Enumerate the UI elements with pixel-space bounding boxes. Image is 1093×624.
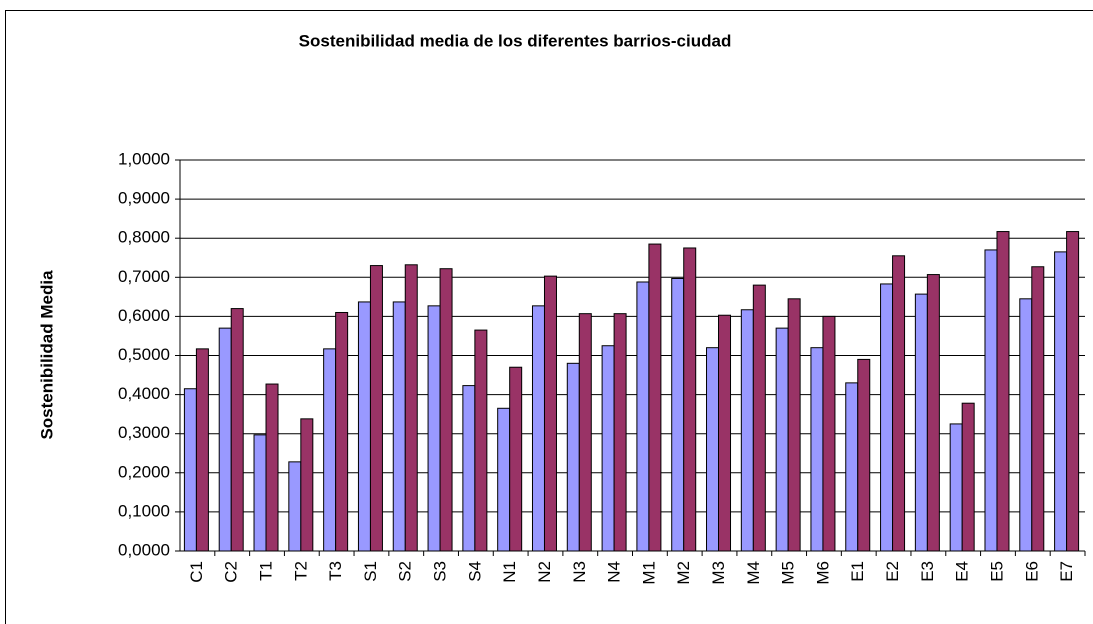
bar xyxy=(404,264,418,552)
bar xyxy=(914,293,928,552)
bar xyxy=(335,311,349,552)
x-tick-label: E5 xyxy=(987,561,1006,582)
bar xyxy=(439,268,453,552)
x-tick-label: S4 xyxy=(465,561,484,582)
y-tick-label: 0,5000 xyxy=(118,345,170,364)
bar xyxy=(427,305,441,552)
bar xyxy=(323,348,337,552)
y-tick-label: 0,4000 xyxy=(118,384,170,403)
bar xyxy=(752,284,766,552)
x-tick-label: E2 xyxy=(883,561,902,582)
x-tick-label: T1 xyxy=(257,561,276,581)
bar xyxy=(195,348,209,552)
bar xyxy=(1054,251,1068,552)
x-tick-label: C1 xyxy=(187,561,206,583)
bar xyxy=(706,347,720,552)
bar xyxy=(218,327,232,552)
bar xyxy=(810,347,824,552)
bar xyxy=(578,313,592,552)
bar xyxy=(509,366,523,552)
bar xyxy=(892,255,906,552)
bar xyxy=(183,388,197,552)
bar xyxy=(357,301,371,552)
bar xyxy=(740,309,754,552)
x-tick-label: T2 xyxy=(291,561,310,581)
bar xyxy=(392,301,406,552)
bar xyxy=(566,362,580,552)
x-tick-label: N1 xyxy=(500,561,519,583)
x-tick-label: E6 xyxy=(1022,561,1041,582)
frame xyxy=(5,10,1093,624)
bar xyxy=(253,434,267,552)
x-tick-label: E4 xyxy=(953,561,972,582)
x-tick-label: M6 xyxy=(813,561,832,585)
x-tick-label: S3 xyxy=(431,561,450,582)
x-tick-label: N3 xyxy=(570,561,589,583)
bar xyxy=(497,407,511,552)
bar xyxy=(230,308,244,552)
bar xyxy=(961,402,975,552)
bar xyxy=(543,275,557,552)
x-tick-label: E3 xyxy=(918,561,937,582)
x-tick-label: E7 xyxy=(1057,561,1076,582)
x-tick-label: E1 xyxy=(848,561,867,582)
x-tick-label: M3 xyxy=(709,561,728,585)
y-tick-label: 1,0000 xyxy=(118,149,170,168)
bar xyxy=(718,314,732,552)
y-axis-label: Sostenibilidad Media xyxy=(37,270,56,440)
x-tick-label: M2 xyxy=(674,561,693,585)
bar xyxy=(462,385,476,552)
bar xyxy=(601,345,615,552)
x-tick-label: M1 xyxy=(639,561,658,585)
bar xyxy=(787,298,801,552)
y-tick-label: 0,1000 xyxy=(118,501,170,520)
x-tick-label: S1 xyxy=(361,561,380,582)
bar xyxy=(880,283,894,552)
bar xyxy=(683,247,697,552)
y-tick-label: 0,2000 xyxy=(118,462,170,481)
x-tick-label: M5 xyxy=(779,561,798,585)
y-tick-label: 0,6000 xyxy=(118,306,170,325)
y-tick-label: 0,0000 xyxy=(118,540,170,559)
bar xyxy=(648,243,662,552)
bar xyxy=(949,423,963,552)
bar xyxy=(822,315,836,552)
bar xyxy=(1066,231,1080,552)
x-tick-label: M4 xyxy=(744,561,763,585)
bar xyxy=(775,327,789,552)
bar xyxy=(926,274,940,552)
bar xyxy=(996,231,1010,552)
bar xyxy=(1031,266,1045,552)
x-tick-label: T3 xyxy=(326,561,345,581)
x-tick-label: N4 xyxy=(605,561,624,583)
x-tick-label: S2 xyxy=(396,561,415,582)
y-tick-label: 0,7000 xyxy=(118,267,170,286)
chart-title: Sostenibilidad media de los diferentes b… xyxy=(299,31,732,50)
y-tick-label: 0,8000 xyxy=(118,228,170,247)
y-tick-label: 0,3000 xyxy=(118,423,170,442)
bar xyxy=(369,265,383,552)
bar xyxy=(984,249,998,552)
x-tick-label: C2 xyxy=(222,561,241,583)
bar xyxy=(288,461,302,552)
bar xyxy=(265,383,279,552)
bar xyxy=(474,329,488,552)
bar xyxy=(671,277,685,552)
bar xyxy=(636,281,650,552)
bar xyxy=(857,358,871,552)
x-tick-label: N2 xyxy=(535,561,554,583)
bar xyxy=(300,418,314,552)
bar xyxy=(1019,298,1033,552)
bar xyxy=(845,382,859,552)
bar xyxy=(531,305,545,552)
y-tick-label: 0,9000 xyxy=(118,189,170,208)
bar xyxy=(613,313,627,552)
